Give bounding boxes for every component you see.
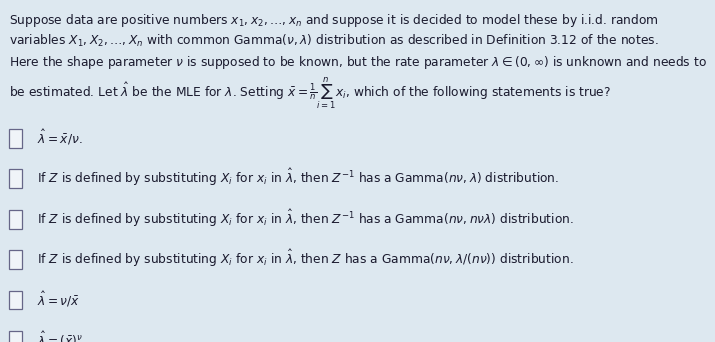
Bar bbox=[9, 250, 22, 269]
Text: $\hat{\lambda} = \bar{x}/\nu.$: $\hat{\lambda} = \bar{x}/\nu.$ bbox=[37, 128, 83, 147]
Bar bbox=[9, 291, 22, 309]
Text: be estimated. Let $\hat{\lambda}$ be the MLE for $\lambda$. Setting $\bar{x} = \: be estimated. Let $\hat{\lambda}$ be the… bbox=[9, 76, 611, 111]
Text: Suppose data are positive numbers $x_1, x_2, \ldots, x_n$ and suppose it is deci: Suppose data are positive numbers $x_1, … bbox=[9, 12, 659, 29]
Bar bbox=[9, 210, 22, 229]
Text: If $Z$ is defined by substituting $X_i$ for $x_i$ in $\hat{\lambda}$, then $Z$ h: If $Z$ is defined by substituting $X_i$ … bbox=[37, 248, 574, 269]
Text: Here the shape parameter $\nu$ is supposed to be known, but the rate parameter $: Here the shape parameter $\nu$ is suppos… bbox=[9, 54, 707, 71]
Bar bbox=[9, 331, 22, 342]
Text: If $Z$ is defined by substituting $X_i$ for $x_i$ in $\hat{\lambda}$, then $Z^{-: If $Z$ is defined by substituting $X_i$ … bbox=[37, 168, 559, 188]
Text: $\hat{\lambda} = \nu/\bar{x}$: $\hat{\lambda} = \nu/\bar{x}$ bbox=[37, 289, 80, 308]
Text: variables $X_1, X_2, \ldots, X_n$ with common Gamma$(\nu, \lambda)$ distribution: variables $X_1, X_2, \ldots, X_n$ with c… bbox=[9, 33, 659, 49]
Text: $\hat{\lambda} = (\bar{x})^{\nu}.$: $\hat{\lambda} = (\bar{x})^{\nu}.$ bbox=[37, 330, 87, 342]
Bar bbox=[9, 129, 22, 148]
Bar bbox=[9, 170, 22, 188]
Text: If $Z$ is defined by substituting $X_i$ for $x_i$ in $\hat{\lambda}$, then $Z^{-: If $Z$ is defined by substituting $X_i$ … bbox=[37, 208, 574, 229]
